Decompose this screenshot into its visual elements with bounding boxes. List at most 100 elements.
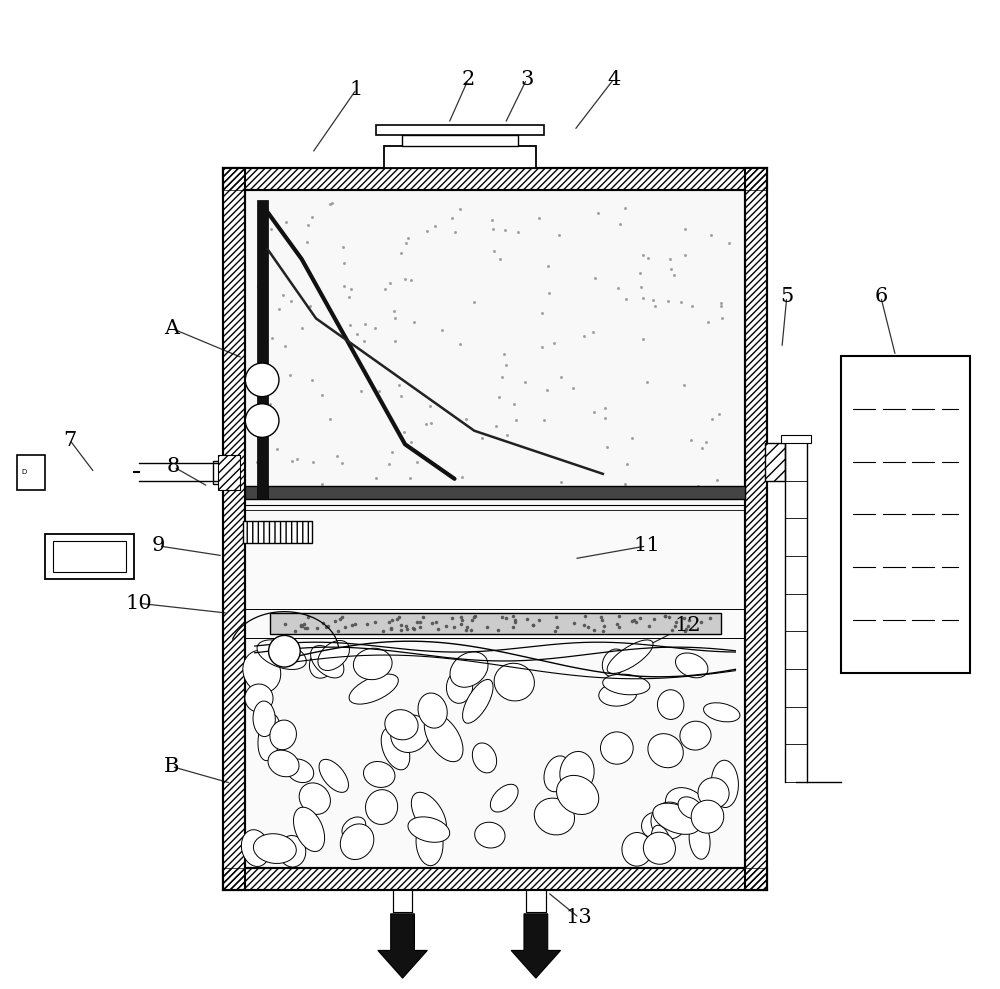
Point <box>585 324 601 340</box>
Point <box>611 608 627 624</box>
Point <box>497 222 513 237</box>
Point <box>711 406 727 422</box>
Point <box>428 614 444 630</box>
Point <box>506 396 522 411</box>
Point <box>536 412 552 428</box>
Point <box>359 616 375 632</box>
Point <box>677 623 693 639</box>
Point <box>704 411 720 427</box>
Point <box>673 295 689 311</box>
Ellipse shape <box>418 693 447 728</box>
Point <box>444 610 460 626</box>
Bar <box>765 443 785 481</box>
Point <box>547 623 563 639</box>
Ellipse shape <box>494 664 534 701</box>
Point <box>453 609 469 625</box>
Point <box>458 410 474 426</box>
Point <box>398 234 414 250</box>
Ellipse shape <box>243 651 281 692</box>
Point <box>617 200 633 216</box>
Bar <box>243 521 312 543</box>
Point <box>635 247 651 263</box>
Circle shape <box>269 635 300 667</box>
Point <box>681 612 697 628</box>
Point <box>667 618 683 634</box>
Point <box>507 614 523 630</box>
Point <box>546 335 562 351</box>
Point <box>336 278 352 294</box>
Bar <box>245 486 745 498</box>
Point <box>452 336 468 352</box>
Point <box>396 424 412 440</box>
Point <box>474 429 490 445</box>
Point <box>662 251 678 267</box>
Point <box>525 617 541 633</box>
Point <box>250 278 266 294</box>
Point <box>356 333 372 349</box>
Bar <box>765 443 785 481</box>
Point <box>702 610 718 626</box>
Point <box>586 622 602 638</box>
Ellipse shape <box>385 710 418 740</box>
Point <box>403 434 419 450</box>
Point <box>694 440 710 456</box>
Ellipse shape <box>659 807 686 826</box>
Point <box>268 480 284 495</box>
Ellipse shape <box>622 833 652 866</box>
Point <box>271 301 287 316</box>
Ellipse shape <box>643 832 675 864</box>
Point <box>381 456 397 472</box>
Ellipse shape <box>257 640 306 670</box>
Ellipse shape <box>424 713 463 762</box>
Point <box>611 619 627 635</box>
Point <box>423 415 439 431</box>
Point <box>453 616 469 632</box>
Point <box>576 327 592 343</box>
Point <box>661 609 677 625</box>
Bar <box>376 125 544 135</box>
Ellipse shape <box>557 775 599 815</box>
Ellipse shape <box>680 721 711 750</box>
Point <box>384 612 400 628</box>
Point <box>402 471 418 487</box>
Ellipse shape <box>678 797 703 819</box>
Point <box>341 289 357 305</box>
Point <box>335 239 351 255</box>
Point <box>302 299 318 315</box>
Point <box>610 280 626 296</box>
Point <box>624 613 640 629</box>
Ellipse shape <box>600 732 633 764</box>
Point <box>599 439 615 455</box>
Ellipse shape <box>270 720 296 750</box>
Point <box>531 612 547 628</box>
Point <box>277 616 293 632</box>
Bar <box>223 868 767 890</box>
Point <box>490 622 506 638</box>
Point <box>484 213 500 228</box>
Point <box>531 210 547 225</box>
Ellipse shape <box>279 836 306 867</box>
Point <box>505 608 521 624</box>
Point <box>264 330 280 346</box>
Ellipse shape <box>657 689 684 719</box>
Point <box>283 293 299 309</box>
Bar <box>223 168 767 190</box>
Point <box>299 620 315 636</box>
Text: 13: 13 <box>566 908 592 928</box>
Text: 2: 2 <box>462 69 475 89</box>
Ellipse shape <box>349 674 398 704</box>
Ellipse shape <box>689 821 710 859</box>
Point <box>597 410 613 426</box>
Ellipse shape <box>381 728 410 769</box>
Point <box>391 377 407 393</box>
Point <box>580 619 596 635</box>
Bar <box>223 168 245 890</box>
Bar <box>223 168 245 890</box>
Point <box>639 375 655 391</box>
Text: 10: 10 <box>126 593 152 613</box>
Point <box>594 612 610 628</box>
Point <box>300 217 316 232</box>
Point <box>383 621 399 637</box>
Point <box>510 225 526 240</box>
Point <box>422 398 438 413</box>
